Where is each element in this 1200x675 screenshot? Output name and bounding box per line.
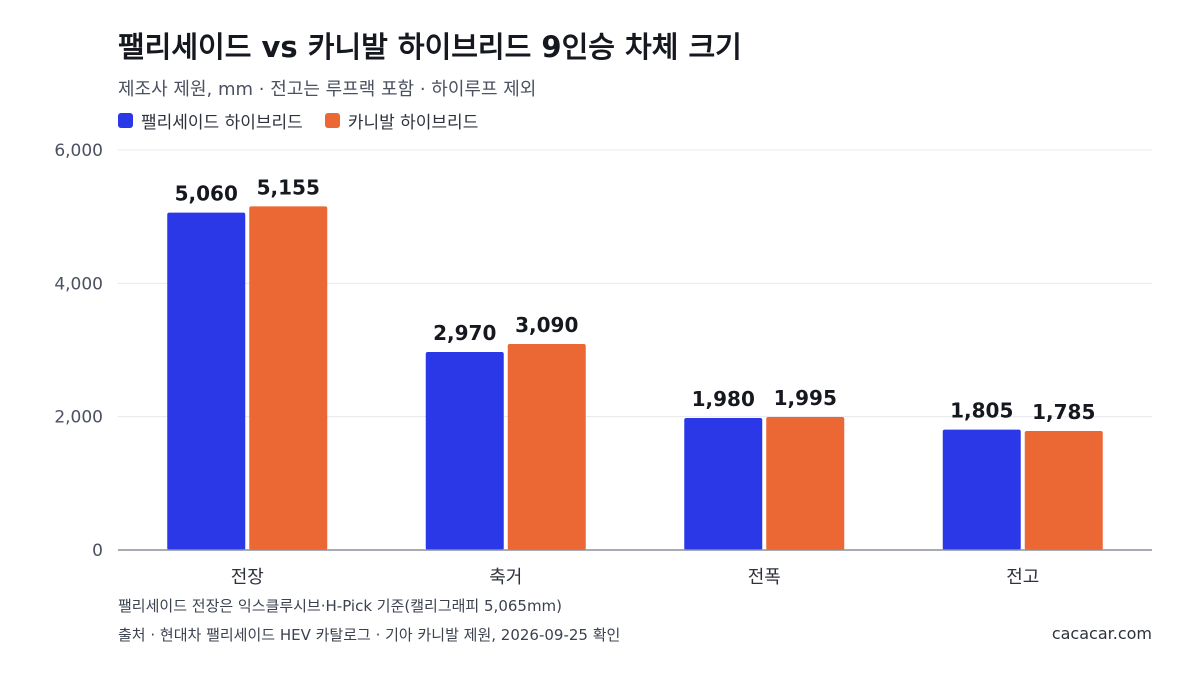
- footnote: 팰리세이드 전장은 익스클루시브·H-Pick 기준(캘리그래피 5,065mm…: [118, 597, 563, 615]
- x-tick-label: 축거: [489, 567, 522, 588]
- x-tick-label: 전장: [231, 567, 264, 588]
- legend-label-carnival: 카니발 하이브리드: [347, 113, 479, 133]
- x-tick-label: 전고: [1006, 567, 1039, 588]
- chart-title: 팰리세이드 vs 카니발 하이브리드 9인승 차체 크기: [118, 30, 742, 64]
- legend-item-carnival: 카니발 하이브리드: [324, 108, 479, 133]
- bar-palisade: [167, 212, 246, 550]
- data-label: 1,995: [774, 386, 837, 410]
- data-label: 1,785: [1032, 400, 1095, 424]
- x-tick-label: 전폭: [748, 567, 781, 588]
- y-tick-label: 0: [92, 541, 103, 561]
- data-label: 3,090: [515, 313, 578, 337]
- y-tick-label: 6,000: [54, 141, 103, 161]
- bar-carnival: [766, 417, 845, 550]
- bar-carnival: [1024, 431, 1103, 550]
- bar-carnival: [507, 344, 586, 550]
- legend-item-palisade: 팰리세이드 하이브리드: [118, 108, 303, 133]
- data-label: 1,980: [692, 387, 755, 411]
- source-note: 출처 · 현대차 팰리세이드 HEV 카탈로그 · 기아 카니발 제원, 202…: [118, 626, 621, 644]
- data-label: 2,970: [433, 321, 496, 345]
- y-tick-label: 2,000: [54, 408, 103, 428]
- data-label: 5,060: [175, 182, 238, 206]
- chart-subtitle: 제조사 제원, mm · 전고는 루프랙 포함 · 하이루프 제외: [118, 79, 537, 100]
- data-label: 1,805: [950, 399, 1013, 423]
- bar-palisade: [425, 352, 504, 550]
- chart-legend: 팰리세이드 하이브리드 카니발 하이브리드: [118, 108, 478, 133]
- data-label: 5,155: [257, 175, 320, 199]
- legend-label-palisade: 팰리세이드 하이브리드: [141, 113, 303, 133]
- bar-carnival: [249, 206, 328, 551]
- site-credit: cacacar.com: [1051, 624, 1152, 643]
- legend-swatch-palisade: [118, 113, 133, 128]
- bar-palisade: [684, 418, 763, 550]
- y-tick-label: 4,000: [54, 274, 103, 294]
- bar-palisade: [942, 429, 1021, 550]
- legend-swatch-carnival: [324, 113, 340, 128]
